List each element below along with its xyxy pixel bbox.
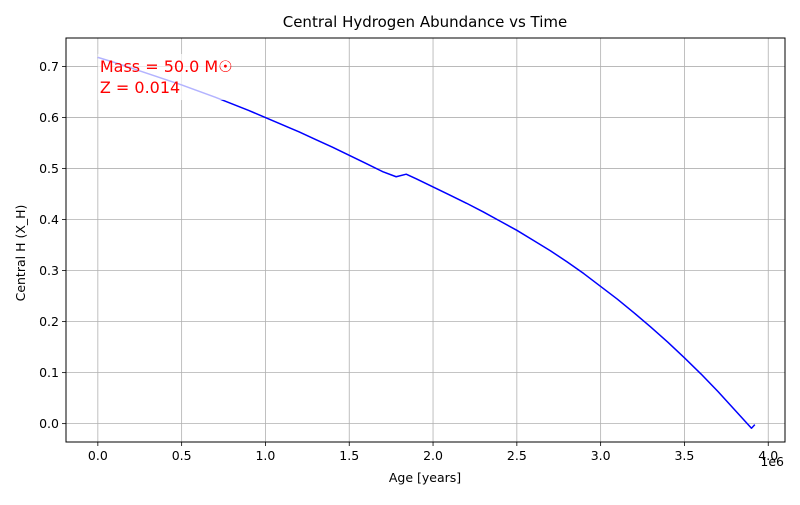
x-tick-label: 2.0	[423, 448, 443, 463]
x-tick-label: 2.5	[507, 448, 527, 463]
y-tick-label: 0.2	[39, 314, 59, 329]
plot-frame	[65, 37, 786, 443]
y-tick-label: 0.7	[39, 59, 59, 74]
y-tick-label: 0.6	[39, 110, 59, 125]
y-tick-label: 0.4	[39, 212, 59, 227]
annotation-metallicity: Z = 0.014	[100, 78, 180, 97]
y-axis-label: Central H (X_H)	[13, 205, 28, 302]
y-axis-ticks: 0.0 0.1 0.2 0.3 0.4 0.5 0.6 0.7	[39, 59, 66, 431]
chart-title: Central Hydrogen Abundance vs Time	[283, 13, 568, 31]
annotation-layer: Mass = 50.0 M☉ Z = 0.014	[97, 54, 233, 100]
x-tick-label: 4.0	[758, 448, 778, 463]
grid	[66, 38, 785, 442]
annotation-background	[97, 54, 230, 100]
x-axis-ticks: 0.0 0.5 1.0 1.5 2.0 2.5 3.0 3.5 4.0	[88, 442, 778, 463]
x-tick-label: 0.0	[88, 448, 108, 463]
annotation-mass: Mass = 50.0 M☉	[100, 57, 233, 76]
y-tick-label: 0.5	[39, 161, 59, 176]
x-tick-label: 3.5	[674, 448, 694, 463]
y-tick-label: 0.1	[39, 365, 59, 380]
x-tick-label: 1.0	[255, 448, 275, 463]
x-tick-label: 1.5	[339, 448, 359, 463]
x-axis-label: Age [years]	[389, 470, 461, 485]
y-tick-label: 0.3	[39, 263, 59, 278]
x-tick-label: 0.5	[172, 448, 192, 463]
x-tick-label: 3.0	[591, 448, 611, 463]
y-tick-label: 0.0	[39, 416, 59, 431]
x-axis-offset-label: 1e6	[760, 454, 784, 469]
